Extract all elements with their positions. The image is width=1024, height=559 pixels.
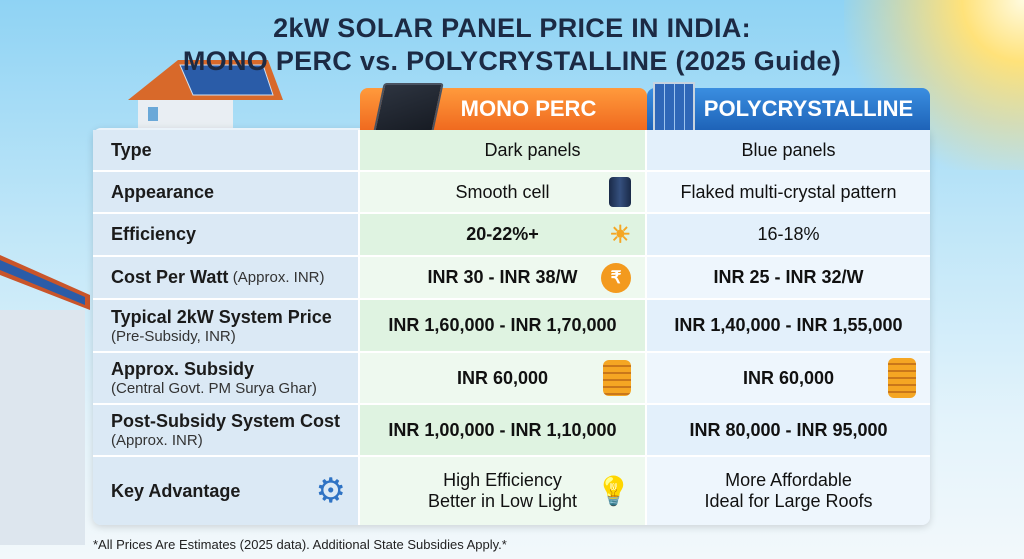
label-text: Efficiency [111, 224, 197, 244]
label-text: Typical 2kW System Price [111, 306, 332, 327]
row-label: Typical 2kW System Price (Pre-Subsidy, IN… [93, 300, 360, 351]
title-line-2: MONO PERC vs. POLYCRYSTALLINE (2025 Guid… [182, 46, 842, 76]
light-bulb-icon: 💡 [596, 475, 631, 507]
label-text: Type [111, 139, 152, 160]
title-line-1: 2kW SOLAR PANEL PRICE IN INDIA: [273, 13, 751, 43]
label-text: Appearance [111, 181, 215, 202]
cell-text-line-1: High Efficiency [443, 470, 562, 490]
table-row-post-subsidy: Post-Subsidy System Cost (Approx. INR) IN… [93, 405, 930, 457]
label-text: Approx. Subsidy [111, 359, 255, 379]
footnote: *All Prices Are Estimates (2025 data). A… [93, 537, 507, 552]
poly-cell: More Affordable Ideal for Large Roofs [647, 457, 930, 525]
rupee-coin-icon: ₹ [601, 262, 631, 293]
cell-text: 20-22%+ [466, 224, 539, 244]
table-row-efficiency: Efficiency 20-22%+ ☀ 16-18% [93, 214, 930, 257]
cell-text: 16-18% [757, 224, 820, 244]
poly-cell: Blue panels [647, 130, 930, 170]
cell-text: INR 1,00,000 - INR 1,10,000 [388, 419, 617, 440]
cell-text: Flaked multi-crystal pattern [680, 181, 897, 202]
cell-text-line-1: More Affordable [725, 470, 852, 490]
label-text: Cost Per Watt [111, 267, 229, 287]
poly-cell: INR 60,000 [647, 353, 930, 403]
label-text: Key Advantage [111, 480, 241, 501]
row-label: Efficiency [93, 214, 360, 255]
mono-cell: Dark panels [360, 130, 647, 170]
mono-cell: INR 1,60,000 - INR 1,70,000 [360, 300, 647, 351]
poly-cell: INR 80,000 - INR 95,000 [647, 405, 930, 455]
row-label: Type [93, 130, 360, 170]
table-row-key-advantage: Key Advantage ⚙ High Efficiency Better in … [93, 457, 930, 525]
cell-text: Smooth cell [455, 181, 550, 202]
cell-text: INR 60,000 [456, 367, 549, 388]
row-label: Approx. Subsidy (Central Govt. PM Surya G… [93, 353, 360, 403]
row-label: Key Advantage ⚙ [93, 457, 360, 525]
mono-cell: INR 30 - INR 38/W ₹ [360, 257, 647, 298]
cell-text: Dark panels [484, 139, 581, 160]
cell-text: INR 25 - INR 32/W [713, 267, 864, 287]
side-house-illustration [0, 255, 90, 545]
mono-cell-icon [609, 177, 631, 207]
mono-cell: High Efficiency Better in Low Light 💡 [360, 457, 647, 525]
column-label: POLYCRYSTALLINE [703, 96, 914, 121]
column-label: MONO PERC [460, 96, 597, 121]
cell-text-line-2: Better in Low Light [427, 491, 578, 511]
mono-cell: Smooth cell [360, 172, 647, 212]
mono-cell: 20-22%+ ☀ [360, 214, 647, 255]
cell-text: INR 80,000 - INR 95,000 [689, 419, 888, 440]
table-row-type: Type Dark panels Blue panels [93, 130, 930, 172]
coin-stack-icon [603, 360, 631, 396]
mono-cell: INR 60,000 [360, 353, 647, 403]
cell-text: INR 1,60,000 - INR 1,70,000 [388, 315, 617, 335]
coin-stack-icon [888, 358, 916, 398]
poly-cell: Flaked multi-crystal pattern [647, 172, 930, 212]
row-label: Appearance [93, 172, 360, 212]
gears-icon: ⚙ [315, 472, 346, 510]
mono-cell: INR 1,00,000 - INR 1,10,000 [360, 405, 647, 455]
cell-text: Blue panels [741, 139, 836, 160]
cell-text: INR 30 - INR 38/W [427, 267, 578, 287]
poly-cell: 16-18% [647, 214, 930, 255]
page-title: 2kW SOLAR PANEL PRICE IN INDIA: MONO PER… [0, 12, 1024, 78]
table-row-typical-price: Typical 2kW System Price (Pre-Subsidy, IN… [93, 300, 930, 353]
cell-text: INR 1,40,000 - INR 1,55,000 [674, 315, 903, 335]
row-label: Cost Per Watt (Approx. INR) [93, 257, 360, 298]
poly-cell: INR 1,40,000 - INR 1,55,000 [647, 300, 930, 351]
label-subtext: (Central Govt. PM Surya Ghar) [111, 380, 317, 397]
table-row-cost-per-watt: Cost Per Watt (Approx. INR) INR 30 - INR… [93, 257, 930, 300]
sun-panel-growth-icon: ☀ [609, 221, 631, 248]
row-label: Post-Subsidy System Cost (Approx. INR) [93, 405, 360, 455]
label-subtext: (Pre-Subsidy, INR) [111, 327, 236, 345]
cell-text-line-2: Ideal for Large Roofs [704, 491, 873, 511]
label-subtext: (Approx. INR) [232, 269, 325, 286]
table-row-subsidy: Approx. Subsidy (Central Govt. PM Surya G… [93, 353, 930, 405]
poly-cell: INR 25 - INR 32/W [647, 257, 930, 298]
table-row-appearance: Appearance Smooth cell Flaked multi-crys… [93, 172, 930, 214]
cell-text: INR 60,000 [742, 367, 835, 388]
label-subtext: (Approx. INR) [111, 432, 203, 449]
label-text: Post-Subsidy System Cost [111, 411, 341, 431]
